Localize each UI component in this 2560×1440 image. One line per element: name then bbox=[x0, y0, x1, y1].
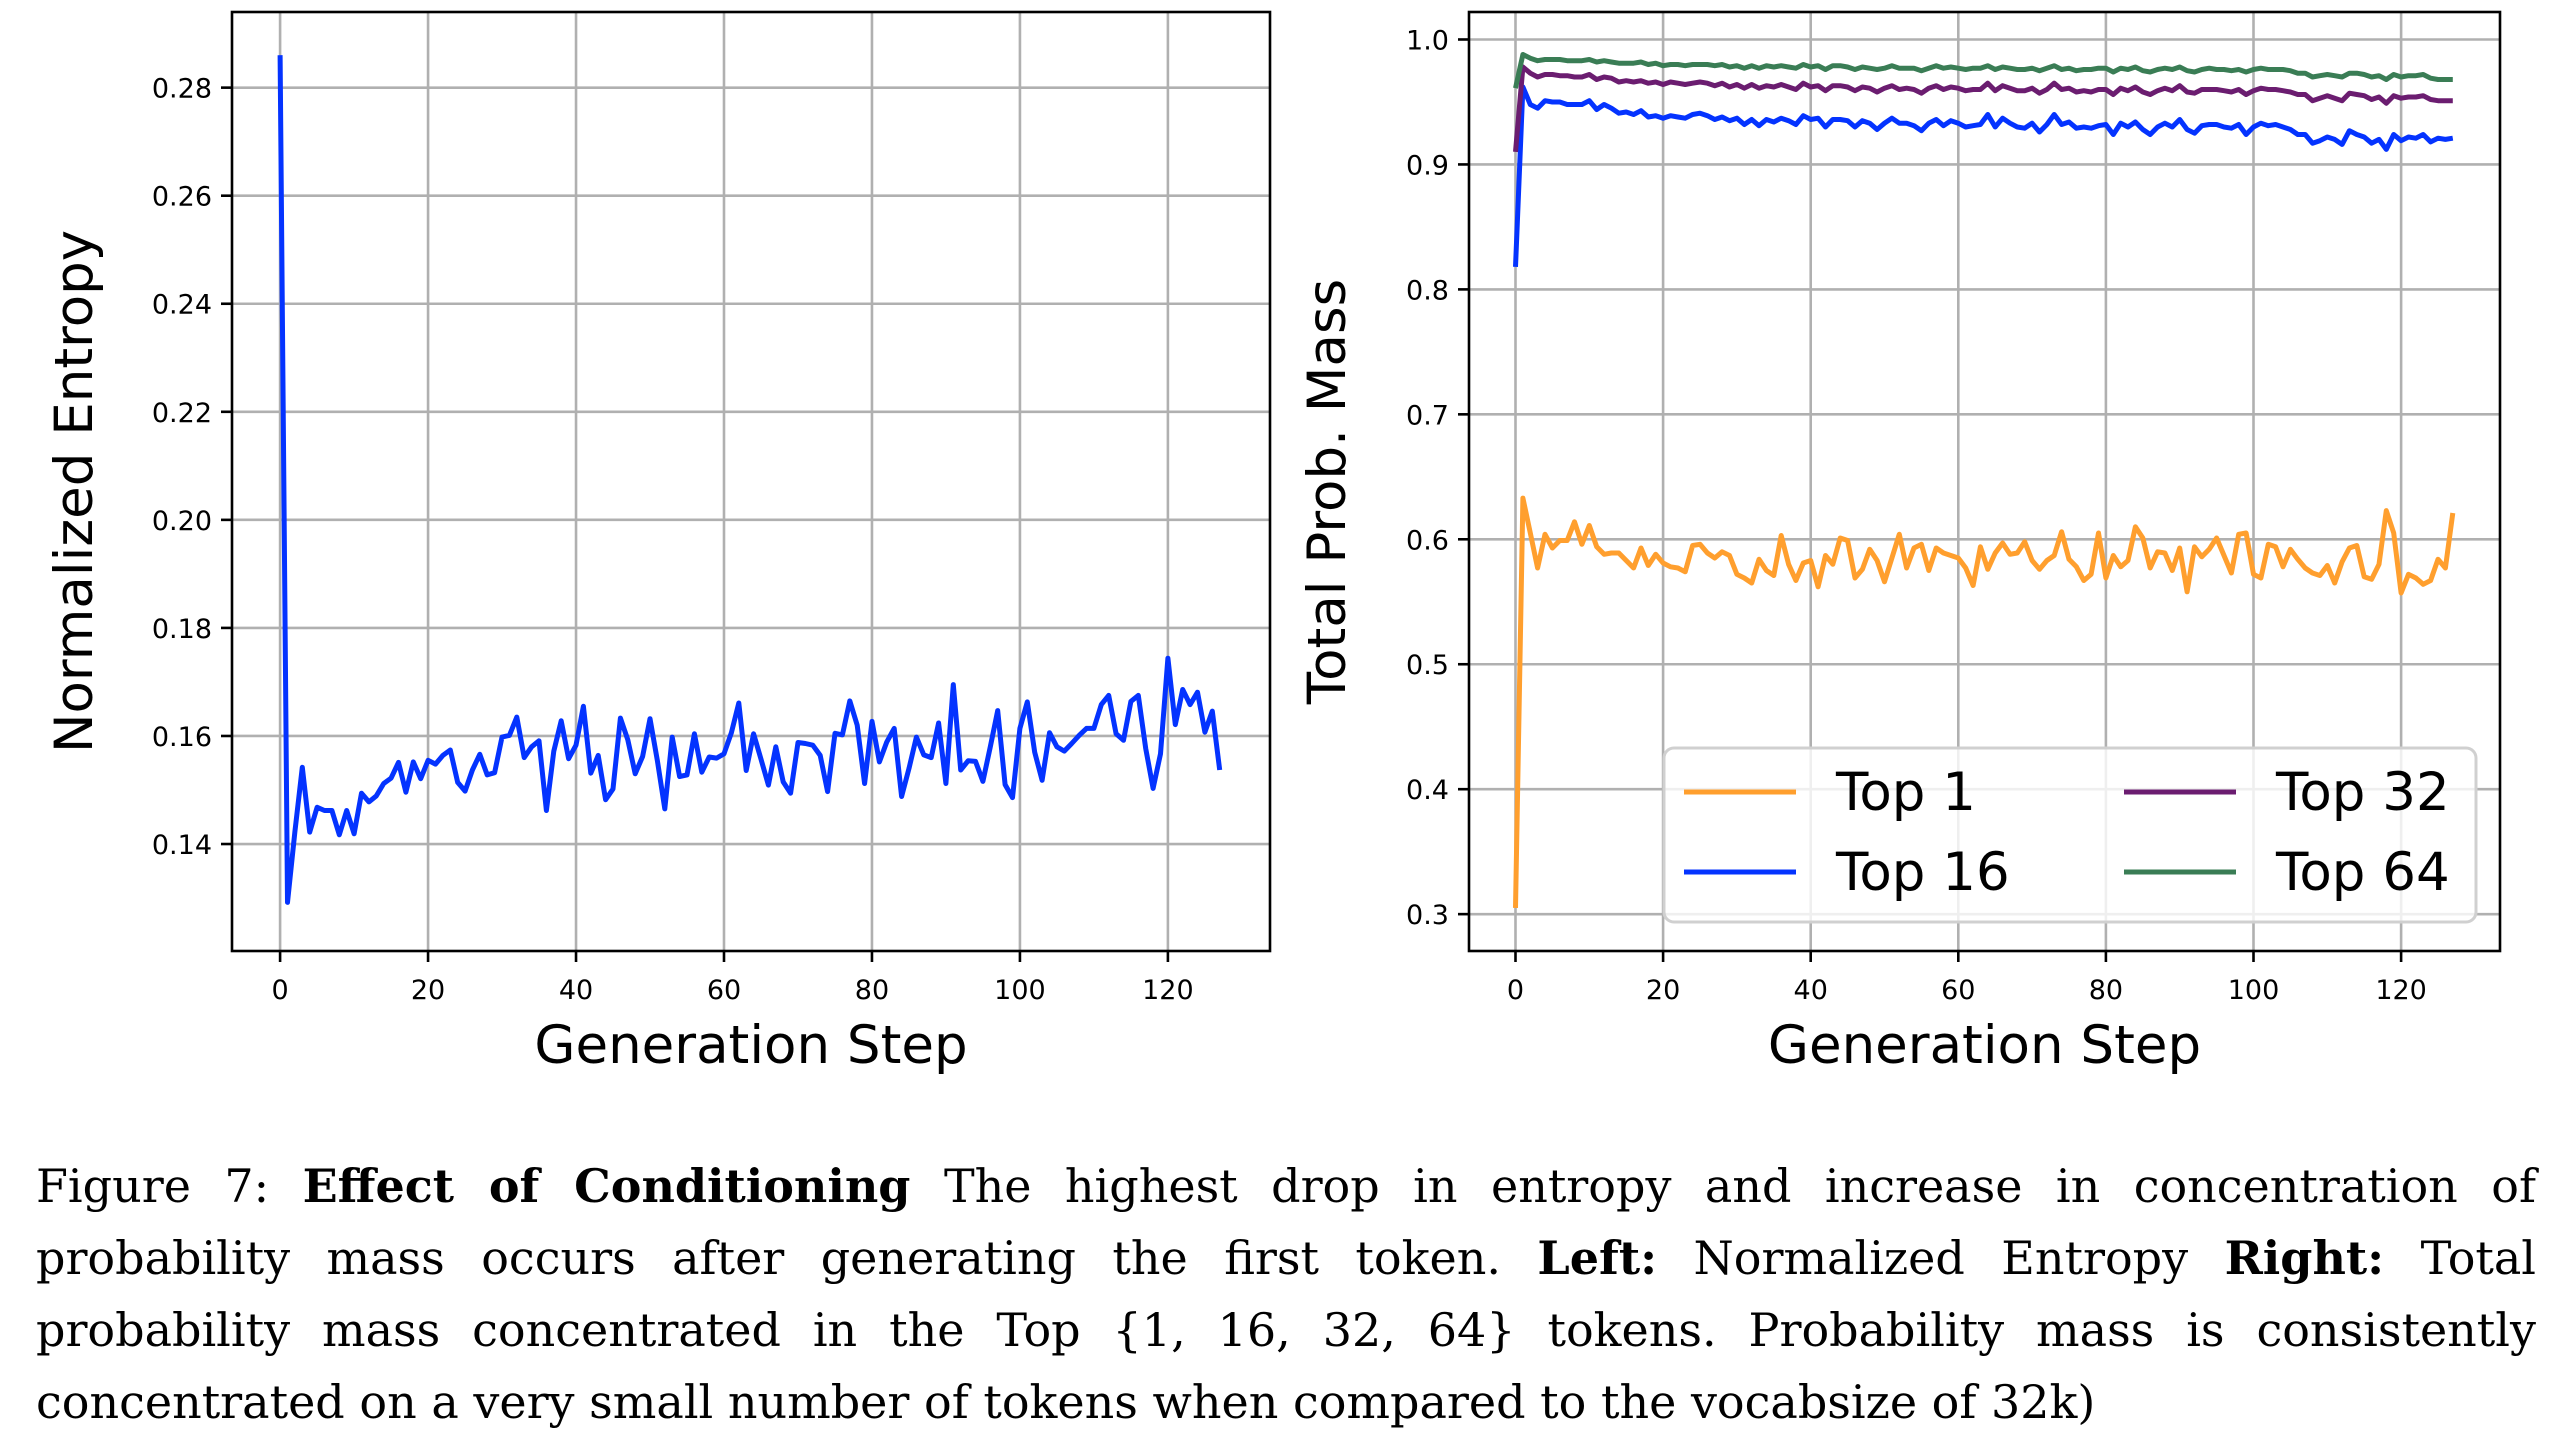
caption-left-text: Normalized Entropy bbox=[1693, 1231, 2189, 1285]
x-tick-label: 60 bbox=[707, 975, 741, 1006]
y-tick-label: 0.26 bbox=[152, 182, 212, 213]
series-line-top-64 bbox=[1513, 52, 2453, 89]
right-chart-prob-mass: 0 20 40 60 80 100 120 0.3 0.4 0.5 0.6 0.7 0.8 0.9 1.0 G… bbox=[1297, 10, 2502, 1076]
y-tick-label: 0.3 bbox=[1406, 900, 1449, 931]
y-tick-label: 0.5 bbox=[1406, 650, 1449, 681]
x-tick-label: 80 bbox=[2089, 975, 2123, 1006]
figure-caption: Figure 7: Effect of Conditioning The hig… bbox=[36, 1150, 2536, 1438]
caption-left-label: Left: bbox=[1537, 1231, 1658, 1285]
legend-label: Top 64 bbox=[2275, 842, 2450, 903]
series-line-top-32 bbox=[1513, 64, 2453, 153]
y-axis-label: Total Prob. Mass bbox=[1297, 279, 1358, 705]
y-tick-label: 0.22 bbox=[152, 398, 212, 429]
x-tick-label: 80 bbox=[855, 975, 889, 1006]
x-tick-label: 40 bbox=[1794, 975, 1828, 1006]
x-axis-label: Generation Step bbox=[534, 1015, 967, 1076]
y-tick-label: 0.9 bbox=[1406, 150, 1449, 181]
legend-box bbox=[1662, 746, 2478, 924]
series-line-top-1 bbox=[1513, 495, 2456, 908]
x-tick-label: 60 bbox=[1941, 975, 1975, 1006]
figure-canvas: 0 20 40 60 80 100 120 0.14 0.16 0.18 0.20 0.22 0.24 0… bbox=[44, 10, 2502, 1076]
x-tick-label: 40 bbox=[559, 975, 593, 1006]
y-tick-label: 0.6 bbox=[1406, 525, 1449, 556]
x-tick-label: 0 bbox=[1507, 975, 1524, 1006]
legend-label: Top 16 bbox=[1835, 842, 2010, 903]
y-tick-label: 0.8 bbox=[1406, 275, 1449, 306]
y-tick-label: 0.20 bbox=[152, 506, 212, 537]
caption-text: The highest drop in entropy and increase… bbox=[36, 1159, 2536, 1285]
x-tick-label: 20 bbox=[1646, 975, 1680, 1006]
caption-right-text: Total probability mass concentrated in t… bbox=[36, 1231, 2537, 1429]
y-tick-label: 0.7 bbox=[1406, 400, 1449, 431]
y-tick-label: 0.16 bbox=[152, 722, 212, 753]
y-tick-label: 0.14 bbox=[152, 830, 212, 861]
x-tick-label: 100 bbox=[994, 975, 1046, 1006]
caption-label: Figure 7: bbox=[36, 1159, 270, 1213]
y-tick-label: 0.28 bbox=[152, 74, 212, 105]
y-tick-label: 0.24 bbox=[152, 290, 212, 321]
caption-title: Effect of Conditioning bbox=[302, 1159, 911, 1213]
legend-label: Top 32 bbox=[2275, 762, 2450, 823]
y-tick-label: 1.0 bbox=[1406, 25, 1449, 56]
left-chart-entropy: 0 20 40 60 80 100 120 0.14 0.16 0.18 0.20 0.22 0.24 0… bbox=[44, 10, 1272, 1076]
y-tick-label: 0.18 bbox=[152, 614, 212, 645]
x-tick-label: 100 bbox=[2228, 975, 2280, 1006]
caption-right-label: Right: bbox=[2224, 1231, 2385, 1285]
x-tick-label: 120 bbox=[2375, 975, 2427, 1006]
y-axis-label: Normalized Entropy bbox=[44, 230, 105, 753]
legend-label: Top 1 bbox=[1835, 762, 1976, 823]
x-tick-label: 120 bbox=[1142, 975, 1194, 1006]
series-line-normalized-entropy bbox=[277, 55, 1223, 905]
y-tick-label: 0.4 bbox=[1406, 775, 1449, 806]
series-line-top-16 bbox=[1513, 84, 2454, 268]
x-tick-label: 0 bbox=[271, 975, 288, 1006]
axes-frame bbox=[230, 10, 1272, 953]
x-tick-label: 20 bbox=[411, 975, 445, 1006]
axes-frame bbox=[1467, 10, 2502, 953]
x-axis-label: Generation Step bbox=[1768, 1015, 2201, 1076]
